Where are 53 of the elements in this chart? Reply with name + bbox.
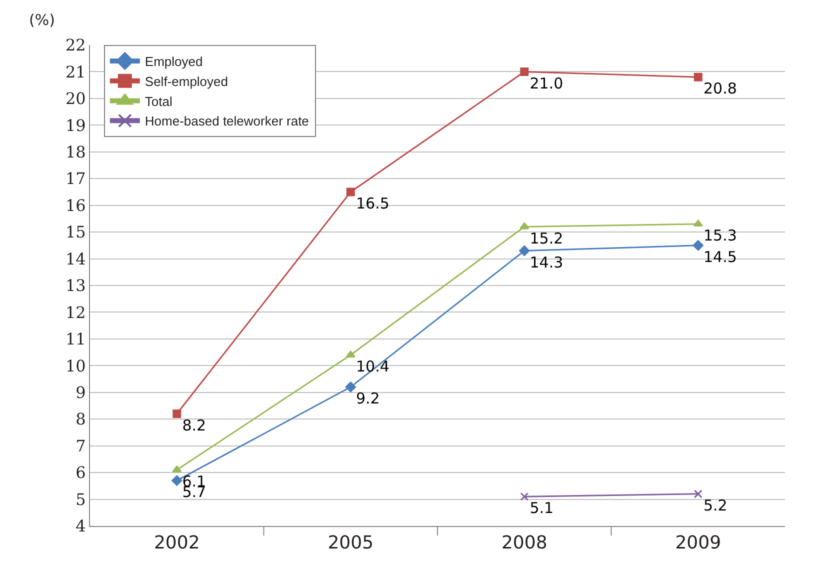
data-label: 5.2 [704,496,728,515]
data-label: 9.2 [356,390,380,408]
y-tick-label: 7 [76,436,86,456]
point [693,220,703,227]
x-tick-label: 2002 [154,532,200,554]
y-tick-label: 14 [65,249,86,268]
y-tick-label: 9 [76,382,86,402]
point [172,466,182,472]
y-tick-label: 16 [65,196,86,215]
point [520,492,529,501]
point [346,188,355,196]
point [346,350,356,358]
point [172,410,182,418]
point [520,67,529,76]
y-tick-label: 10 [65,356,86,376]
point [520,222,530,230]
point [519,245,530,256]
data-label: 20.8 [704,80,737,98]
y-tick-label: 6 [76,463,86,482]
data-label: 14.5 [704,248,737,266]
data-label: 15.2 [530,229,564,248]
y-tick-label: 21 [65,62,86,82]
point [692,240,704,251]
y-tick-label: 12 [65,302,86,322]
y-tick-label: 20 [65,89,86,108]
point [345,382,356,392]
x-tick-label: 2005 [328,532,374,554]
data-label: 14.3 [530,253,564,272]
data-label: 21.0 [530,74,564,92]
data-label: 16.5 [356,194,390,213]
y-tick-label: 15 [65,222,86,242]
point [172,475,182,486]
data-label: 8.2 [182,416,206,434]
x-tick-label: 2009 [675,532,722,554]
point [694,72,702,82]
point [694,490,702,498]
y-tick-label: 18 [65,142,86,162]
y-axis-title: (%) [29,11,55,29]
y-tick-label: 11 [65,330,86,349]
y-tick-label: 8 [76,410,86,429]
legend-label: Total [144,94,172,109]
legend-label: Home-based teleworker rate [144,114,309,129]
x-tick-label: 2008 [501,532,548,554]
legend-label: Employed [144,54,203,70]
y-tick-label: 17 [65,169,86,188]
data-label: 5.1 [530,499,554,518]
y-tick-label: 5 [76,490,86,509]
y-tick-label: 4 [76,516,86,536]
y-tick-label: 22 [65,36,86,55]
legend-label: Self-employed [144,74,228,89]
y-tick-label: 13 [65,276,86,296]
y-tick-label: 19 [65,116,86,135]
data-label: 15.3 [704,226,737,245]
